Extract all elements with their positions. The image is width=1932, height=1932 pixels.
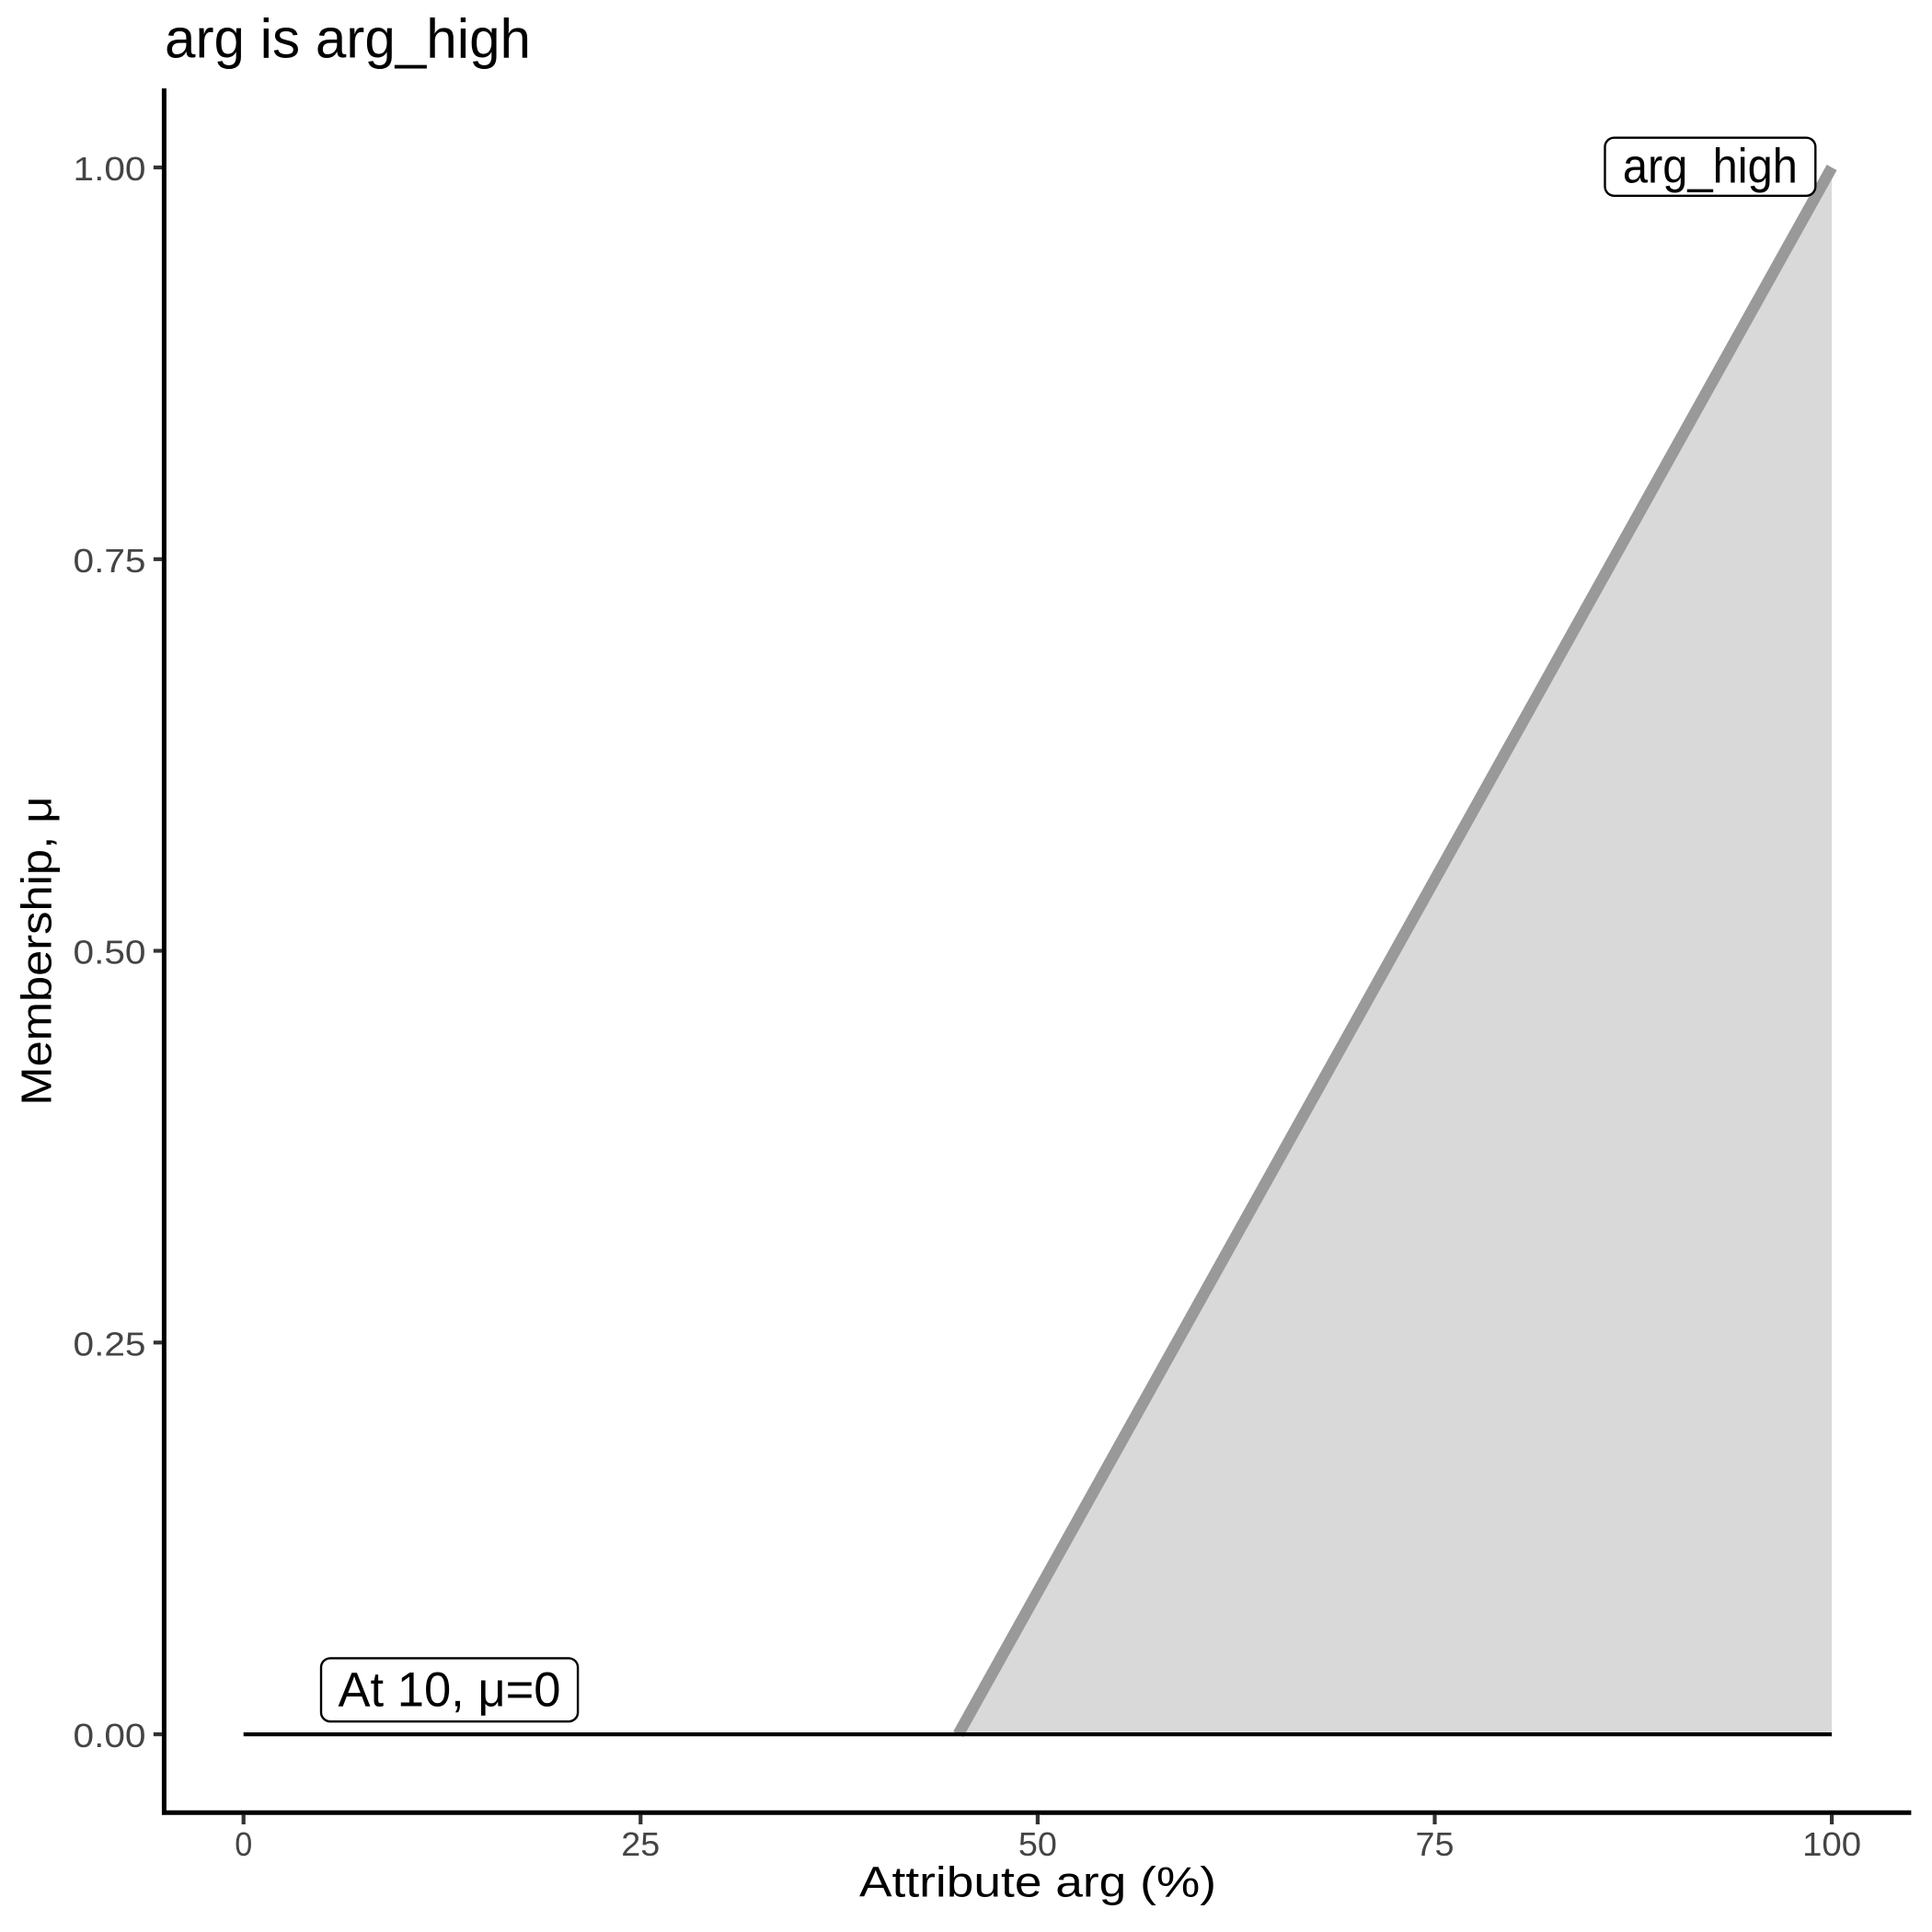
svg-text:50: 50 [1018, 1825, 1057, 1863]
svg-text:75: 75 [1416, 1825, 1455, 1863]
svg-text:arg is arg_high: arg is arg_high [165, 8, 531, 70]
svg-text:0.25: 0.25 [74, 1325, 146, 1363]
svg-text:100: 100 [1802, 1825, 1861, 1863]
svg-text:Membership, μ: Membership, μ [13, 797, 61, 1106]
svg-text:0.50: 0.50 [74, 934, 146, 972]
svg-text:25: 25 [621, 1825, 660, 1863]
svg-text:At 10, μ=0: At 10, μ=0 [339, 1663, 561, 1718]
svg-text:1.00: 1.00 [74, 150, 146, 188]
svg-text:0.00: 0.00 [74, 1717, 146, 1754]
svg-text:0: 0 [235, 1825, 252, 1863]
svg-text:arg_high: arg_high [1623, 139, 1798, 193]
svg-text:0.75: 0.75 [74, 542, 146, 580]
svg-text:Attribute arg (%): Attribute arg (%) [859, 1858, 1216, 1906]
